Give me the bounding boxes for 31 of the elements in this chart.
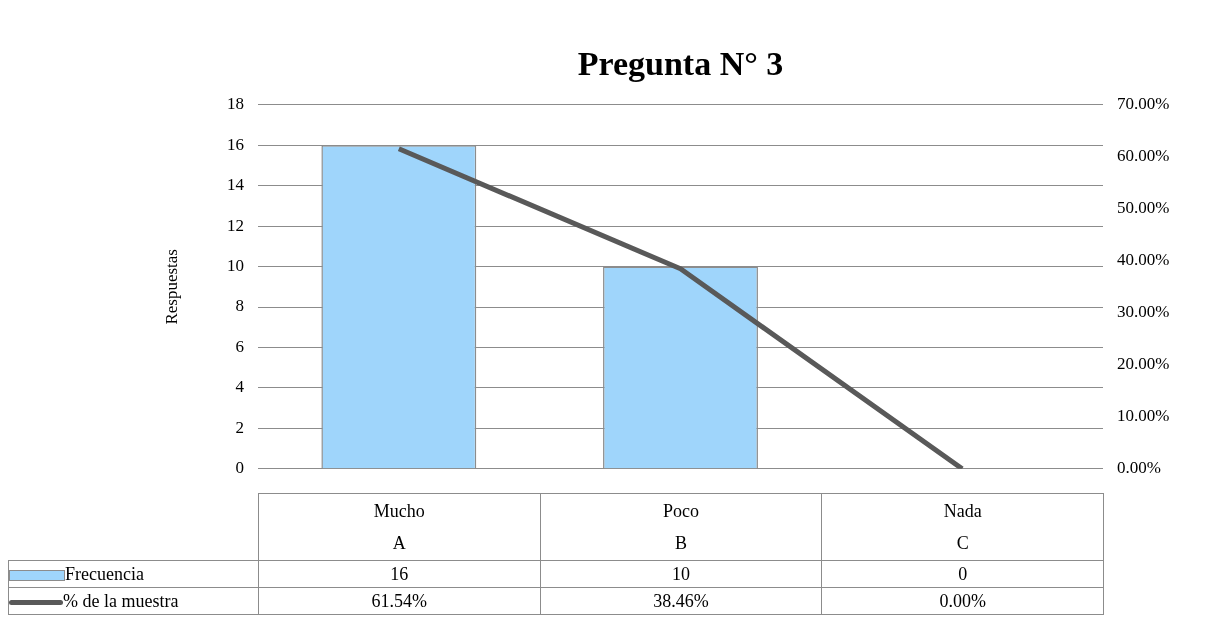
- y2-tick-label: 70.00%: [1117, 94, 1170, 114]
- y-tick-label: 2: [235, 417, 244, 437]
- data-label: 10: [540, 560, 822, 588]
- y-axis-title: Respuestas: [161, 249, 181, 325]
- y2-tick-label: 40.00%: [1117, 250, 1170, 270]
- y-tick-label: 10: [227, 256, 244, 276]
- x-tick-label: Mucho A: [258, 493, 541, 561]
- y2-tick-label: 50.00%: [1117, 198, 1170, 218]
- y2-tick-label: 0.00%: [1117, 458, 1161, 478]
- y2-tick-label: 60.00%: [1117, 146, 1170, 166]
- data-label: 61.54%: [258, 587, 541, 615]
- legend-label: % de la muestra: [63, 590, 179, 611]
- y2-tick-label: 20.00%: [1117, 354, 1170, 374]
- data-label: 0.00%: [821, 587, 1104, 615]
- legend-label: Frecuencia: [65, 563, 144, 584]
- y2-tick-label: 10.00%: [1117, 406, 1170, 426]
- y-tick-label: 12: [227, 215, 244, 235]
- y-tick-label: 0: [235, 458, 244, 478]
- y-tick-label: 18: [227, 94, 244, 114]
- x-tick-label: Nada C: [821, 493, 1104, 561]
- y-tick-label: 16: [227, 134, 244, 154]
- chart-title: Pregunta N° 3: [577, 45, 784, 83]
- y-tick-label: 6: [235, 336, 244, 356]
- x-tick-label: Poco B: [540, 493, 822, 561]
- y2-tick-label: 30.00%: [1117, 302, 1170, 322]
- data-label: 38.46%: [540, 587, 822, 615]
- y-tick-label: 4: [235, 377, 245, 397]
- y-tick-label: 14: [227, 175, 245, 195]
- data-label: 16: [258, 560, 541, 588]
- y-tick-label: 8: [235, 296, 244, 316]
- data-label: 0: [821, 560, 1104, 588]
